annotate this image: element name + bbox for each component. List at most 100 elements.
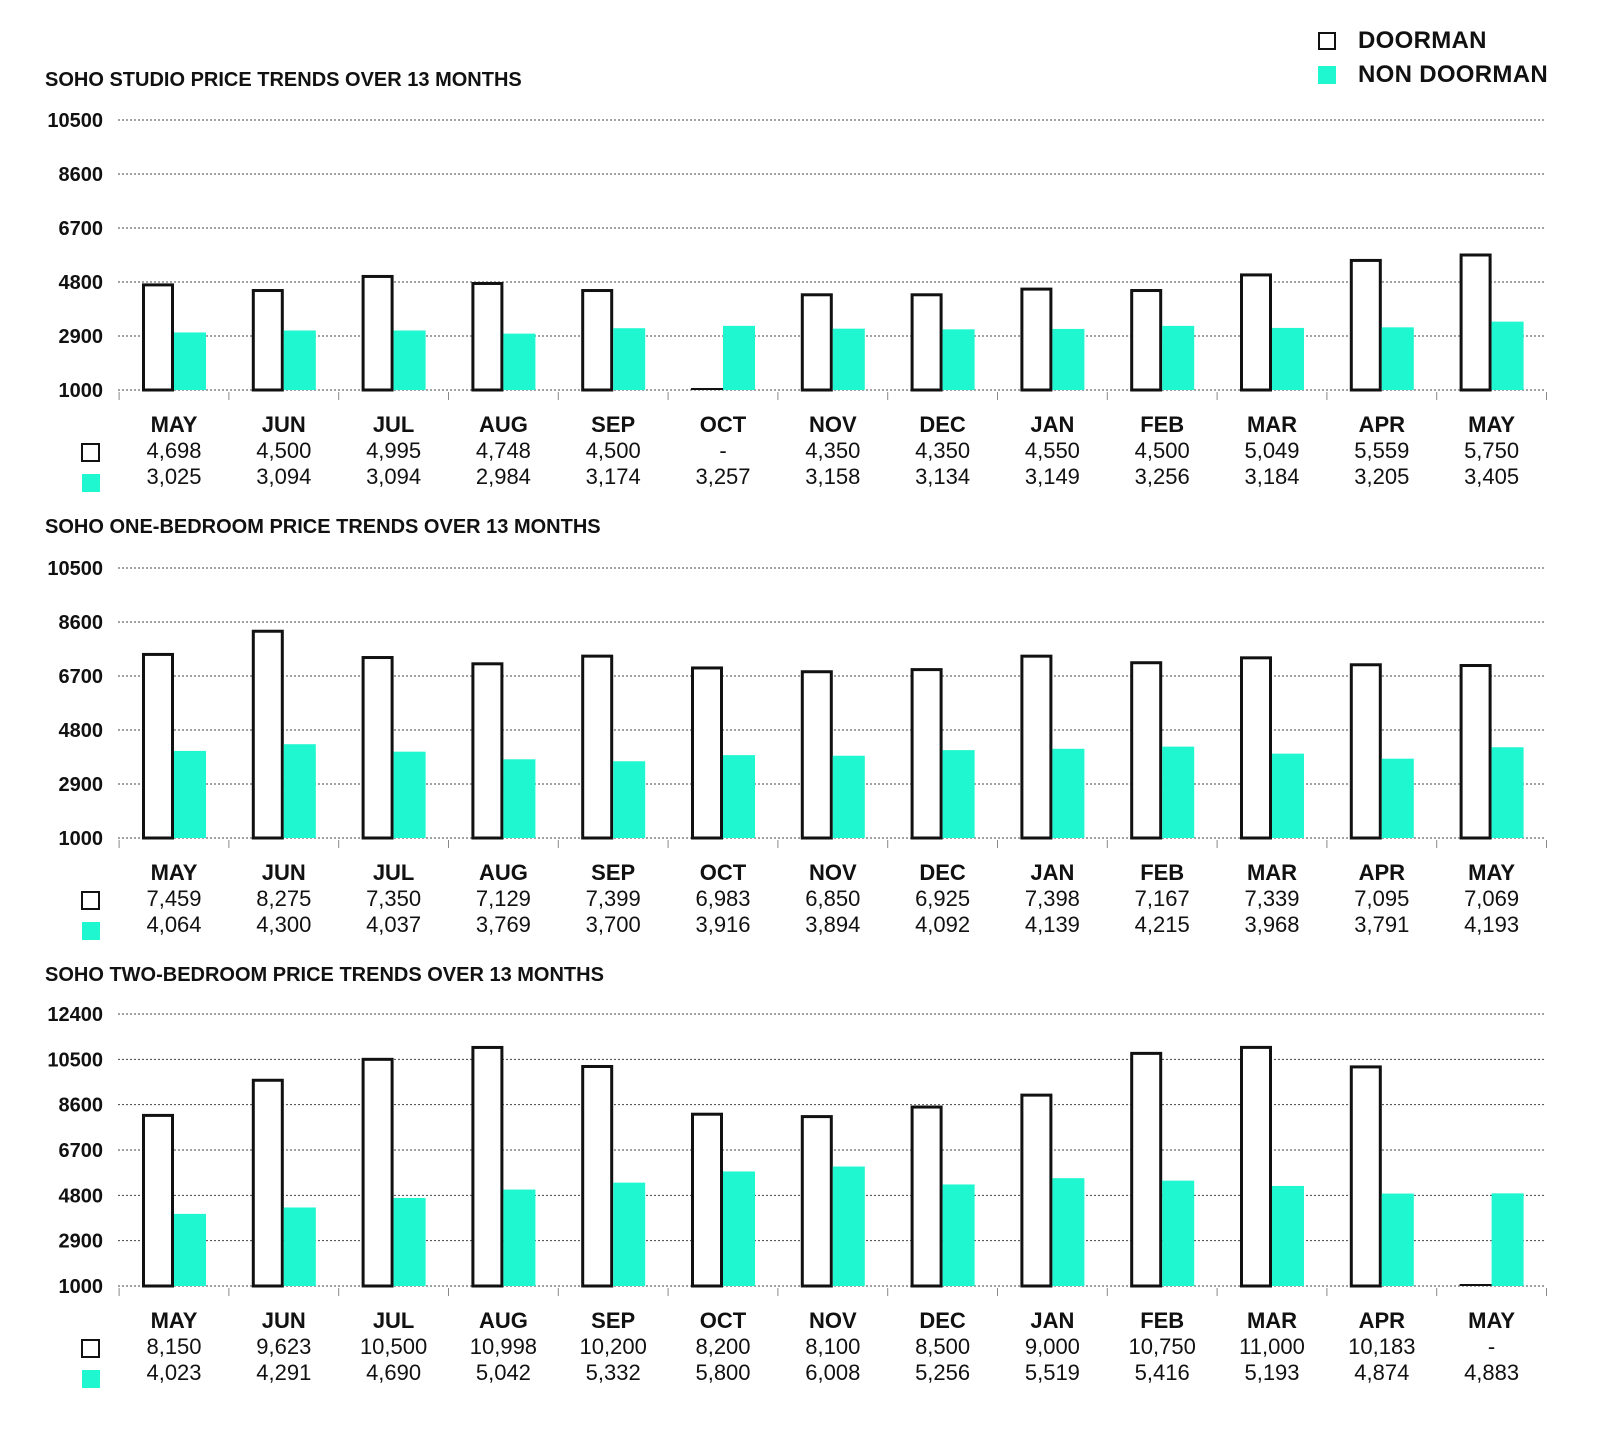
doorman-row-icon [81, 891, 100, 910]
non-doorman-value-label: 5,042 [476, 1360, 531, 1385]
doorman-bar [1240, 273, 1272, 392]
doorman-bar [581, 654, 614, 840]
x-category-label: MAY [151, 860, 198, 885]
doorman-bar [361, 656, 394, 840]
non-doorman-bar [1381, 1193, 1414, 1286]
doorman-bar [1130, 1051, 1163, 1288]
non-doorman-value-label: 5,193 [1244, 1360, 1299, 1385]
doorman-value-label: 6,850 [805, 886, 860, 911]
non-doorman-value-label: 3,769 [476, 912, 531, 937]
non-doorman-bar [1052, 748, 1085, 838]
doorman-bar [691, 1112, 723, 1288]
non-doorman-value-label: 3,700 [586, 912, 641, 937]
doorman-bar [910, 668, 943, 840]
x-category-label: APR [1359, 412, 1406, 437]
non-doorman-value-label: 3,256 [1135, 464, 1190, 489]
non-doorman-value-label: 3,894 [805, 912, 860, 937]
doorman-value-label: 7,398 [1025, 886, 1080, 911]
non-doorman-bar [174, 750, 206, 838]
non-doorman-value-label: 3,205 [1354, 464, 1409, 489]
non-doorman-bar [1162, 1180, 1195, 1286]
doorman-value-label: 8,100 [805, 1334, 860, 1359]
y-tick-label: 1000 [59, 828, 104, 850]
doorman-bar [910, 1105, 943, 1288]
non-doorman-bar [393, 330, 426, 390]
x-category-label: JUL [373, 860, 415, 885]
x-category-label: MAR [1247, 412, 1297, 437]
x-category-label: JUN [262, 860, 306, 885]
x-category-label: FEB [1140, 412, 1184, 437]
x-category-label: DEC [919, 412, 966, 437]
doorman-value-label: 4,748 [476, 438, 531, 463]
non-doorman-value-label: 5,416 [1135, 1360, 1190, 1385]
x-category-label: AUG [479, 412, 528, 437]
non-doorman-bar [1491, 747, 1524, 838]
doorman-bar [1240, 1045, 1272, 1288]
doorman-value-label: 10,183 [1348, 1334, 1415, 1359]
non-doorman-bar [832, 328, 865, 390]
non-doorman-bar [503, 1189, 536, 1286]
doorman-value-label: 4,995 [366, 438, 421, 463]
doorman-value-label: 4,698 [146, 438, 201, 463]
x-category-label: SEP [591, 412, 635, 437]
x-category-label: DEC [919, 1308, 966, 1333]
non-doorman-bar [723, 325, 755, 390]
x-category-label: JUN [262, 1308, 306, 1333]
y-tick-label: 8600 [59, 612, 104, 634]
non-doorman-value-label: 4,193 [1464, 912, 1519, 937]
non-doorman-bar [613, 1182, 646, 1286]
non-doorman-value-label: 3,968 [1244, 912, 1299, 937]
doorman-value-label: 9,000 [1025, 1334, 1080, 1359]
x-category-label: JAN [1030, 860, 1074, 885]
x-category-label: OCT [700, 860, 747, 885]
y-tick-label: 2900 [59, 1231, 104, 1253]
non-doorman-value-label: 3,916 [695, 912, 750, 937]
doorman-bar [1130, 289, 1163, 392]
x-category-label: MAY [1468, 412, 1515, 437]
y-tick-label: 2900 [59, 326, 104, 348]
doorman-bar [1349, 1065, 1382, 1288]
non-doorman-value-label: 3,149 [1025, 464, 1080, 489]
doorman-bar [251, 629, 284, 840]
doorman-bar [910, 293, 943, 392]
y-tick-label: 10500 [47, 558, 103, 580]
doorman-value-label: 8,500 [915, 1334, 970, 1359]
non-doorman-value-label: 4,874 [1354, 1360, 1409, 1385]
non-doorman-value-label: 4,023 [146, 1360, 201, 1385]
chart-title: SOHO STUDIO PRICE TRENDS OVER 13 MONTHS [45, 69, 522, 91]
non-doorman-value-label: 5,332 [586, 1360, 641, 1385]
doorman-value-label: 7,459 [146, 886, 201, 911]
non-doorman-bar [942, 329, 975, 390]
non-doorman-value-label: 3,174 [586, 464, 641, 489]
y-tick-label: 1000 [59, 1276, 104, 1298]
doorman-bar [361, 274, 394, 392]
non-doorman-row-icon [82, 1370, 100, 1388]
doorman-bar [800, 1115, 833, 1288]
doorman-value-label: 10,750 [1129, 1334, 1196, 1359]
non-doorman-bar [393, 751, 426, 838]
doorman-value-label: 7,339 [1244, 886, 1299, 911]
y-tick-label: 8600 [59, 1095, 104, 1117]
non-doorman-value-label: 4,215 [1135, 912, 1190, 937]
doorman-bar [800, 670, 833, 840]
doorman-value-label: 7,069 [1464, 886, 1519, 911]
non-doorman-value-label: 4,300 [256, 912, 311, 937]
x-category-label: NOV [809, 1308, 857, 1333]
non-doorman-bar [1272, 1185, 1304, 1286]
non-doorman-bar [1162, 325, 1195, 390]
doorman-value-label: 10,500 [360, 1334, 427, 1359]
y-tick-label: 6700 [59, 218, 104, 240]
non-doorman-bar [1162, 746, 1195, 838]
non-doorman-bar [942, 750, 975, 838]
non-doorman-bar [1272, 327, 1304, 390]
non-doorman-value-label: 3,094 [366, 464, 421, 489]
doorman-bar [1349, 258, 1382, 392]
doorman-value-label: 5,750 [1464, 438, 1519, 463]
doorman-value-label: 8,200 [695, 1334, 750, 1359]
non-doorman-bar [723, 755, 755, 838]
x-category-label: JAN [1030, 1308, 1074, 1333]
doorman-bar [1020, 287, 1053, 392]
non-doorman-bar [942, 1184, 975, 1286]
x-category-label: NOV [809, 860, 857, 885]
y-tick-label: 6700 [59, 666, 104, 688]
